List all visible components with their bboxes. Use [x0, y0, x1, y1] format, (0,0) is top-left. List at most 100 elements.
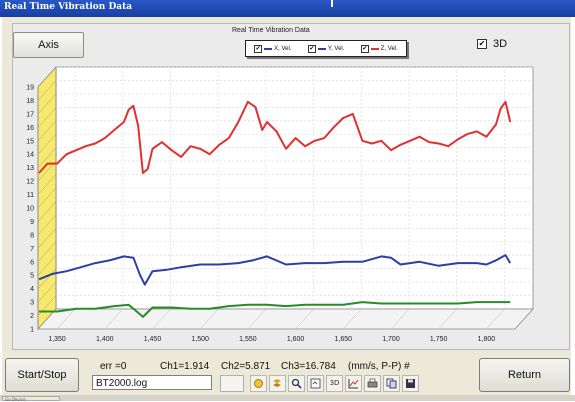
- wall-line: [37, 66, 57, 88]
- chart-back-wall: [37, 65, 534, 331]
- wall-line: [37, 255, 57, 276]
- y-tick-label: 8: [30, 232, 34, 239]
- three-d-label: 3D: [493, 38, 508, 50]
- y-tick-label: 16: [26, 125, 34, 132]
- series-line-x: [39, 301, 511, 318]
- x-tick-label: 1,650: [335, 336, 353, 343]
- channel-3-reading: Ch3=16.784: [281, 361, 336, 372]
- legend-entry-y[interactable]: ✔ Y, Vel.: [307, 44, 345, 53]
- fit-icon[interactable]: [269, 375, 286, 392]
- x-tick-label: 1,350: [48, 336, 66, 343]
- refresh-icon[interactable]: [250, 375, 267, 392]
- y-tick-label: 3: [30, 300, 34, 307]
- y-tick-label: 19: [26, 85, 34, 92]
- wall-line: [37, 281, 57, 303]
- legend-x-checkbox[interactable]: ✔: [254, 44, 263, 53]
- y-tick-label: 12: [26, 179, 34, 186]
- channel-1-reading: Ch1=1.914: [160, 361, 210, 372]
- wall-line: [37, 214, 57, 236]
- legend-x-swatch: [264, 47, 273, 50]
- y-tick-label: 14: [26, 152, 34, 159]
- y-tick-label: 1: [30, 327, 34, 334]
- x-tick-label: 1,600: [287, 336, 305, 343]
- chart-series: [38, 100, 512, 318]
- taskbar-item[interactable]: Go Device: [2, 396, 60, 402]
- y-tick-label: 13: [26, 165, 34, 172]
- chart-title: Real Time Vibration Data: [232, 27, 310, 34]
- y-tick-label: 4: [30, 286, 34, 293]
- floor-line: [56, 308, 76, 330]
- wall-line: [37, 228, 57, 249]
- floor-line: [438, 308, 457, 330]
- save-icon[interactable]: [402, 375, 419, 392]
- x-tick-label: 1,550: [239, 336, 257, 343]
- x-tick-label: 1,700: [382, 336, 400, 343]
- x-tick-label: 1,800: [478, 336, 496, 343]
- x-tick-label: 1,500: [191, 336, 209, 343]
- floor-line: [104, 308, 123, 330]
- taskbar: Go Device: [0, 395, 575, 402]
- copy-icon[interactable]: [383, 375, 400, 392]
- legend-z-swatch: [370, 47, 379, 50]
- channel-2-reading: Ch2=5.871: [221, 361, 271, 372]
- log-file-field[interactable]: BT2000.log: [92, 375, 212, 390]
- three-d-toggle[interactable]: ✔ 3D: [477, 38, 507, 50]
- wall-line: [37, 107, 57, 128]
- line-chart-icon[interactable]: [345, 375, 362, 392]
- window-title: Real Time Vibration Data: [4, 2, 133, 12]
- wall-line: [37, 201, 57, 222]
- legend-entry-z[interactable]: ✔ Z, Vel.: [360, 44, 398, 53]
- wall-line: [37, 147, 57, 168]
- legend-x-label: X, Vel.: [274, 45, 292, 52]
- y-tick-label: 15: [26, 138, 34, 145]
- legend-y-label: Y, Vel.: [327, 45, 345, 52]
- zoom-icon[interactable]: [288, 375, 305, 392]
- floor-line: [152, 308, 171, 330]
- y-tick-label: 5: [30, 273, 34, 280]
- x-axis-ticks: 1,350 1,400 1,450 1,500 1,550 1,600 1,650 1,700…: [48, 336, 495, 343]
- legend-z-label: Z, Vel.: [380, 45, 398, 52]
- wall-line: [37, 268, 57, 289]
- export-icon[interactable]: [307, 375, 324, 392]
- units-label: (mm/s, P-P) #: [348, 361, 410, 372]
- return-button[interactable]: Return: [479, 358, 570, 392]
- start-stop-button[interactable]: Start/Stop: [5, 358, 79, 392]
- floor-line: [247, 308, 267, 330]
- wall-line: [37, 187, 57, 209]
- floor-line: [199, 308, 219, 330]
- legend-y-swatch: [317, 47, 326, 50]
- 3d-toggle-icon[interactable]: 3D: [326, 375, 343, 392]
- chart-legend: ✔ X, Vel. ✔ Y, Vel. ✔ Z, Vel.: [245, 40, 407, 57]
- wall-line: [37, 80, 57, 101]
- blank-field: [220, 375, 244, 392]
- title-bar-marker: [331, 0, 333, 7]
- chart-toolbar: 3D: [250, 375, 419, 392]
- chart-floor: [37, 308, 534, 330]
- x-tick-label: 1,750: [430, 336, 448, 343]
- legend-y-checkbox[interactable]: ✔: [307, 44, 316, 53]
- x-tick-label: 1,400: [96, 336, 114, 343]
- print-icon[interactable]: [364, 375, 381, 392]
- y-tick-label: 2: [30, 313, 34, 320]
- legend-entry-x[interactable]: ✔ X, Vel.: [254, 44, 292, 53]
- wall-line: [37, 174, 57, 195]
- series-line-z: [38, 100, 512, 174]
- floor-line: [295, 308, 314, 330]
- y-tick-label: 11: [27, 192, 34, 199]
- axis-button[interactable]: Axis: [13, 32, 84, 58]
- chart-grid: [37, 66, 533, 330]
- error-status: err =0: [100, 361, 127, 372]
- title-bar: Real Time Vibration Data: [0, 0, 575, 17]
- three-d-checkbox[interactable]: ✔: [477, 39, 487, 49]
- wall-line: [37, 120, 57, 141]
- x-tick-label: 1,450: [144, 336, 162, 343]
- floor-line: [343, 308, 362, 330]
- y-tick-label: 9: [30, 219, 34, 226]
- chart-floor-plane: [37, 308, 534, 330]
- wall-line: [37, 134, 57, 155]
- legend-z-checkbox[interactable]: ✔: [360, 44, 369, 53]
- floor-line: [486, 308, 505, 330]
- y-tick-label: 10: [26, 206, 34, 213]
